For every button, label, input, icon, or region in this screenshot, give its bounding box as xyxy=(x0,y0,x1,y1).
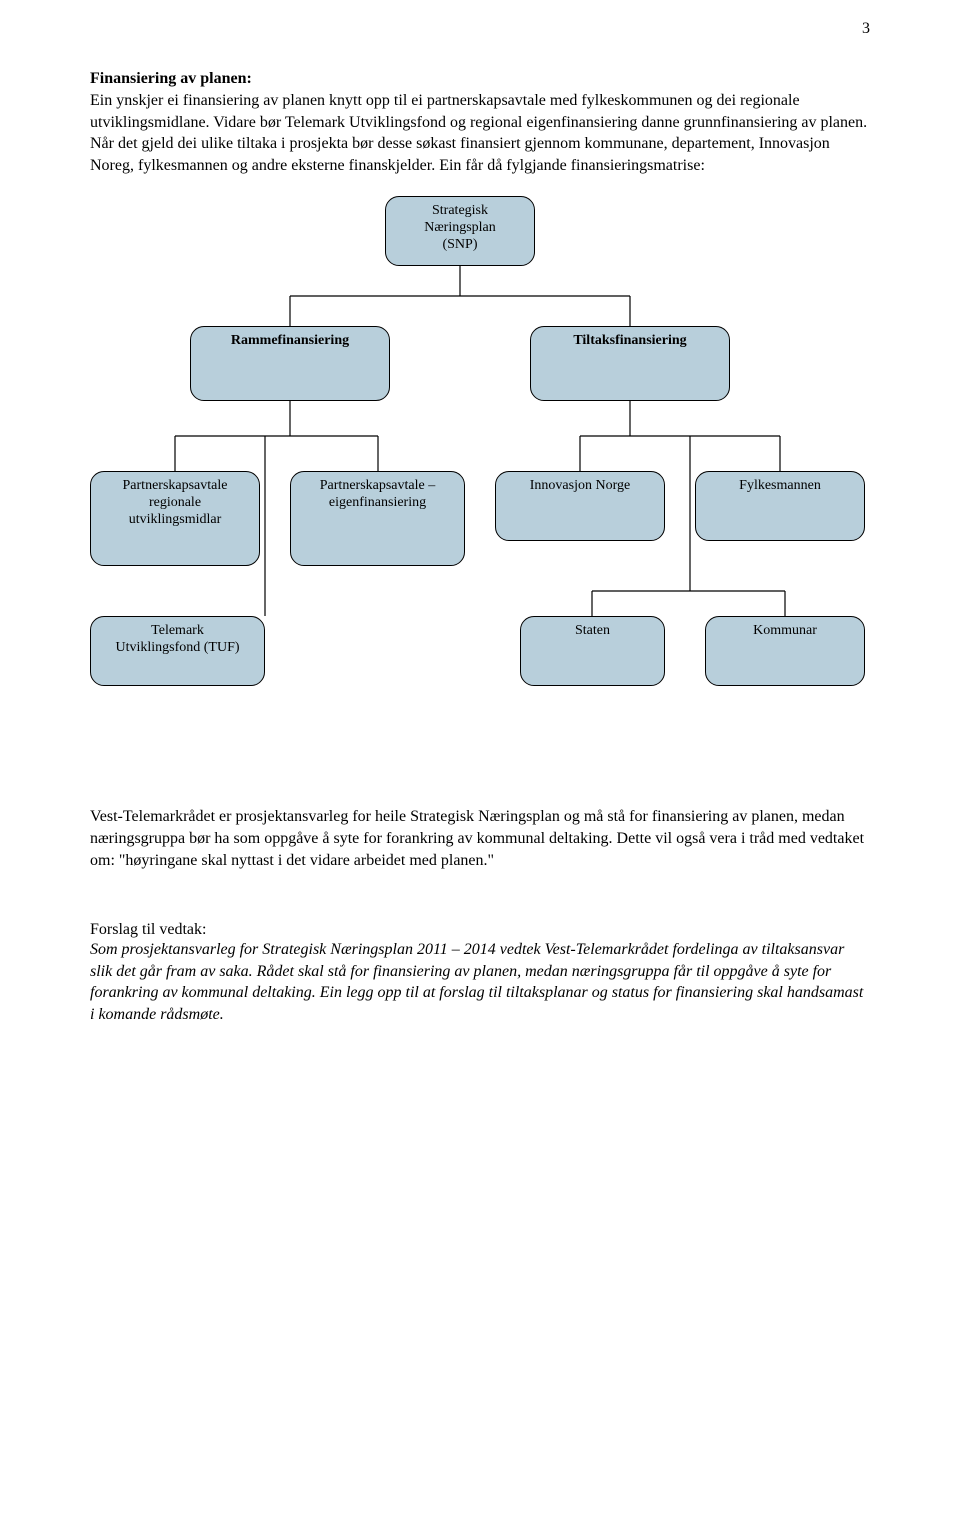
node-fylkesmannen: Fylkesmannen xyxy=(695,471,865,541)
vedtak-heading: Forslag til vedtak: xyxy=(90,921,870,939)
node-label: Partnerskapsavtale –eigenfinansiering xyxy=(320,478,435,512)
node-staten: Staten xyxy=(520,616,665,686)
section-heading: Finansiering av planen: xyxy=(90,70,870,88)
node-label: Kommunar xyxy=(753,623,817,640)
node-label: Fylkesmannen xyxy=(739,478,821,495)
node-partnerskap-eigenfinansiering: Partnerskapsavtale –eigenfinansiering xyxy=(290,471,465,566)
node-label: Innovasjon Norge xyxy=(530,478,630,495)
intro-paragraph: Ein ynskjer ei finansiering av planen kn… xyxy=(90,90,870,176)
body-paragraph: Vest-Telemarkrådet er prosjektansvarleg … xyxy=(90,806,870,871)
node-label: StrategiskNæringsplan(SNP) xyxy=(424,203,496,253)
node-partnerskap-regionale: Partnerskapsavtaleregionaleutviklingsmid… xyxy=(90,471,260,566)
node-tiltaksfinansiering: Tiltaksfinansiering xyxy=(530,326,730,401)
node-innovasjon-norge: Innovasjon Norge xyxy=(495,471,665,541)
page-number: 3 xyxy=(862,20,870,38)
node-label: Staten xyxy=(575,623,610,640)
node-label: Rammefinansiering xyxy=(231,333,349,350)
node-label: Partnerskapsavtaleregionaleutviklingsmid… xyxy=(123,478,228,528)
node-label: TelemarkUtviklingsfond (TUF) xyxy=(115,623,239,657)
vedtak-body: Som prosjektansvarleg for Strategisk Nær… xyxy=(90,939,870,1025)
node-rammefinansiering: Rammefinansiering xyxy=(190,326,390,401)
node-tuf: TelemarkUtviklingsfond (TUF) xyxy=(90,616,265,686)
document-page: 3 Finansiering av planen: Ein ynskjer ei… xyxy=(0,0,960,1086)
node-label: Tiltaksfinansiering xyxy=(573,333,686,350)
node-snp: StrategiskNæringsplan(SNP) xyxy=(385,196,535,266)
node-kommunar: Kommunar xyxy=(705,616,865,686)
org-chart-diagram: StrategiskNæringsplan(SNP) Rammefinansie… xyxy=(90,196,870,736)
